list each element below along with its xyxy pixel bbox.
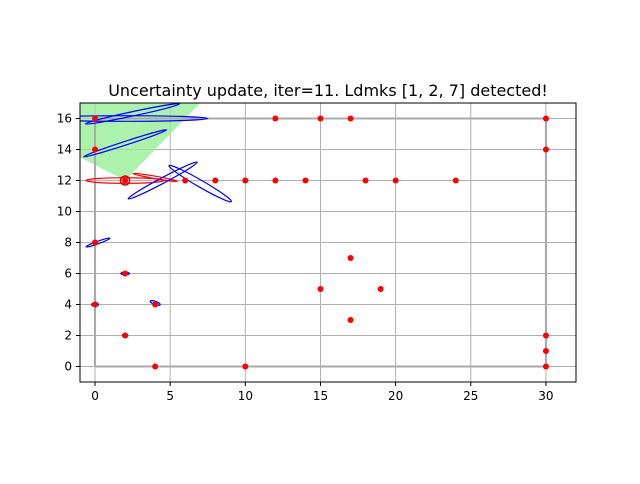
robot-pose-marker xyxy=(119,175,131,186)
axis-ticks: 0 5 10 15 20 25 30 0 2 4 6 8 10 12 14 16 xyxy=(57,112,554,404)
y-tick-label: 8 xyxy=(64,236,72,250)
landmark-point xyxy=(542,146,549,153)
landmark-point xyxy=(377,286,384,292)
landmark-point xyxy=(347,317,354,323)
landmark-point xyxy=(92,239,99,246)
y-tick-label: 16 xyxy=(57,112,72,126)
pose-uncertainty-ellipse xyxy=(132,172,178,183)
landmark-point xyxy=(242,177,249,184)
landmark-point xyxy=(212,177,219,184)
landmark-point xyxy=(302,177,309,184)
y-tick-label: 10 xyxy=(57,205,72,219)
grid-lines xyxy=(80,103,576,382)
landmark-point xyxy=(92,301,99,308)
landmark-uncertainty-ellipse xyxy=(83,129,168,158)
landmark-point xyxy=(92,115,99,122)
landmark-point xyxy=(122,270,129,277)
y-tick-label: 14 xyxy=(57,143,72,157)
x-tick-label: 5 xyxy=(166,389,174,403)
landmark-point xyxy=(152,363,159,370)
landmark-point xyxy=(272,177,279,184)
landmark-point xyxy=(272,115,279,122)
landmark-point xyxy=(347,115,354,122)
y-tick-label: 6 xyxy=(64,267,72,281)
sensor-fov xyxy=(80,103,201,181)
x-tick-label: 30 xyxy=(538,389,553,403)
x-tick-label: 25 xyxy=(463,389,478,403)
landmark-point xyxy=(152,301,159,308)
landmark-point xyxy=(182,177,189,184)
landmark-uncertainty-ellipse xyxy=(168,164,233,203)
landmark-point xyxy=(347,255,354,261)
x-tick-label: 10 xyxy=(238,389,253,403)
x-tick-label: 15 xyxy=(313,389,328,403)
landmark-point xyxy=(362,177,369,184)
chart-title: Uncertainty update, iter=11. Ldmks [1, 2… xyxy=(108,81,548,100)
landmark-point xyxy=(317,286,324,292)
landmark-uncertainty-ellipse xyxy=(84,103,181,125)
landmark-point xyxy=(92,146,99,153)
landmark-uncertainty-ellipse xyxy=(80,115,209,122)
landmark-point xyxy=(242,363,249,370)
y-tick-label: 4 xyxy=(64,298,72,312)
y-tick-label: 0 xyxy=(64,360,72,374)
landmark-point xyxy=(122,177,129,184)
x-tick-label: 20 xyxy=(388,389,403,403)
landmark-point xyxy=(452,177,459,184)
landmark-point xyxy=(542,332,549,339)
landmark-uncertainty-ellipse xyxy=(127,161,198,200)
x-tick-label: 0 xyxy=(91,389,99,403)
landmark-point xyxy=(392,177,399,184)
landmark-point xyxy=(542,363,549,370)
y-tick-label: 2 xyxy=(64,329,72,343)
landmark-point xyxy=(122,332,129,339)
y-tick-label: 12 xyxy=(57,174,72,188)
landmark-point xyxy=(542,348,549,354)
landmark-point xyxy=(317,115,324,122)
landmark-point xyxy=(542,115,549,122)
